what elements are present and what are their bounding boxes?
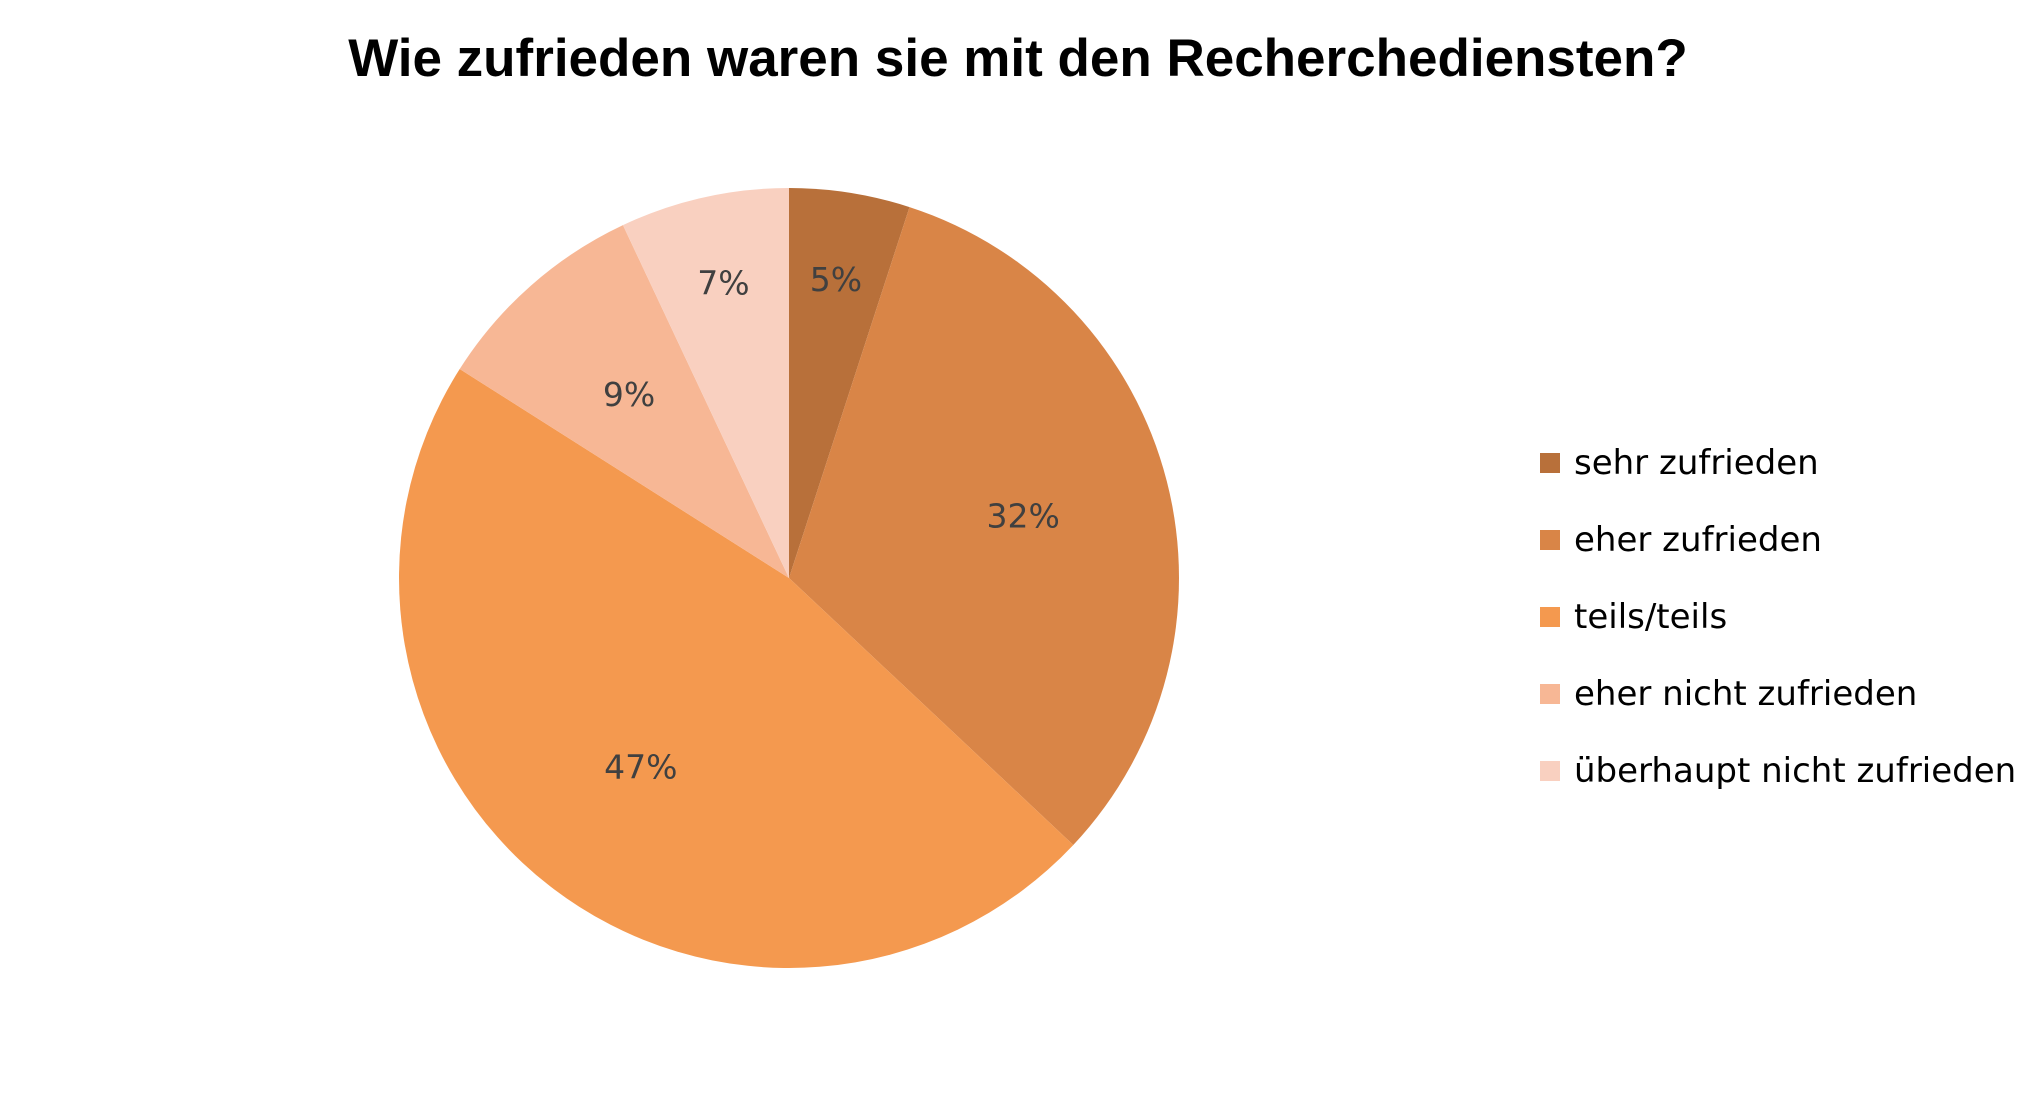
- legend-swatch: [1540, 452, 1560, 473]
- pie-slice-2: [398, 369, 1074, 969]
- pie-data-label-0: 5%: [810, 260, 862, 299]
- pie-data-labels: 5% 32% 47% 9% 7%: [603, 260, 1060, 787]
- chart-title: Wie zufrieden waren sie mit den Recherch…: [348, 29, 1688, 88]
- legend-label: eher nicht zufrieden: [1574, 673, 1918, 714]
- legend: sehr zufrieden eher zufrieden teils/teils e…: [1540, 424, 2016, 809]
- legend-item: teils/teils: [1540, 578, 2016, 655]
- legend-item: eher zufrieden: [1540, 501, 2016, 578]
- pie-slice-3: [459, 225, 789, 579]
- pie-slice-0: [789, 188, 910, 578]
- pie-data-label-4: 7%: [697, 263, 749, 302]
- pie-data-label-2: 47%: [604, 748, 677, 787]
- legend-label: teils/teils: [1574, 596, 1728, 637]
- legend-item: überhaupt nicht zufrieden: [1540, 732, 2016, 809]
- legend-label: eher zufrieden: [1574, 519, 1822, 560]
- legend-label: überhaupt nicht zufrieden: [1574, 750, 2017, 791]
- legend-item: sehr zufrieden: [1540, 424, 2016, 501]
- legend-label: sehr zufrieden: [1574, 442, 1819, 483]
- pie-slices: [398, 188, 1180, 969]
- legend-swatch: [1540, 760, 1560, 781]
- legend-item: eher nicht zufrieden: [1540, 655, 2016, 732]
- pie-slice-1: [789, 207, 1180, 845]
- legend-swatch: [1540, 606, 1560, 627]
- pie-slice-4: [622, 188, 789, 578]
- pie-data-label-3: 9%: [603, 375, 655, 414]
- legend-swatch: [1540, 683, 1560, 704]
- legend-swatch: [1540, 529, 1560, 550]
- pie-data-label-1: 32%: [987, 496, 1060, 535]
